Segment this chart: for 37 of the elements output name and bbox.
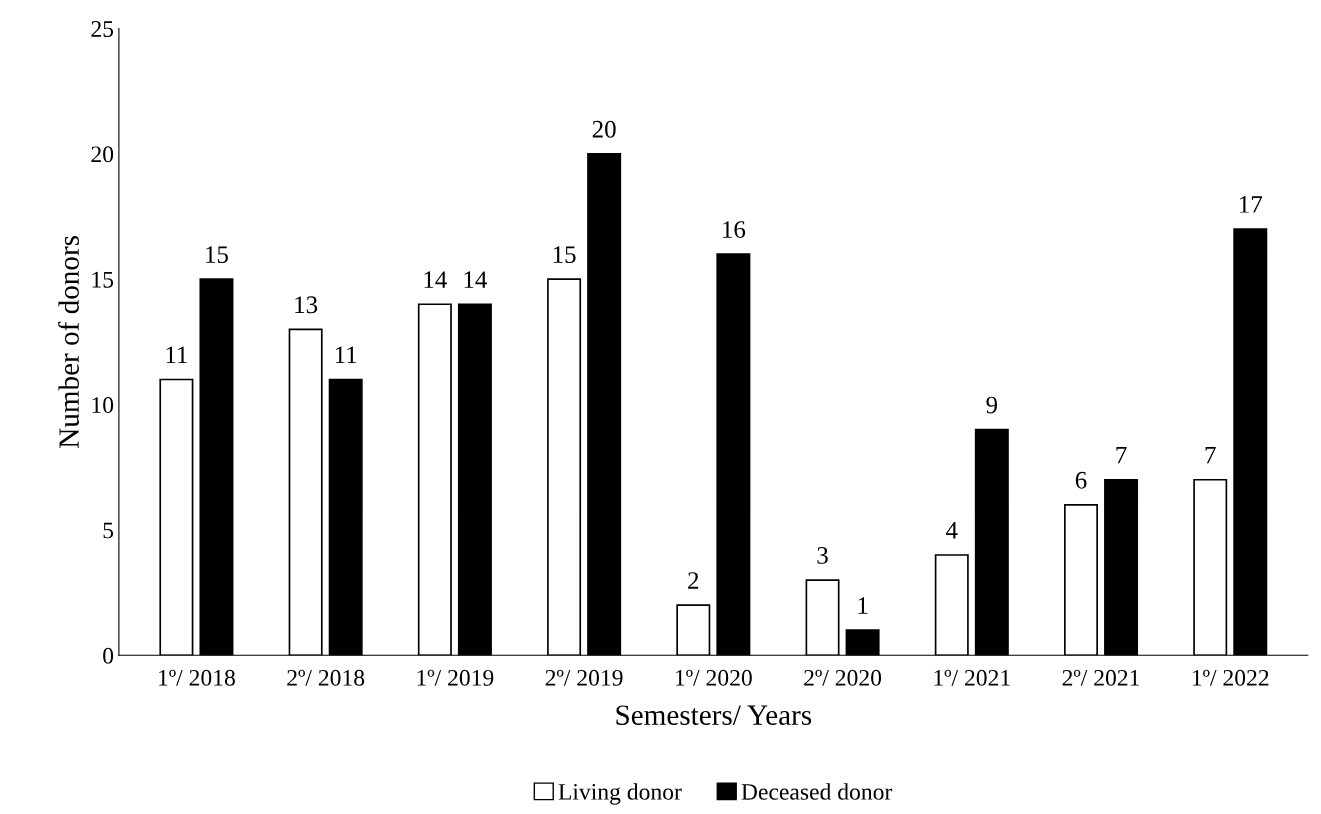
data-label: 7 [1205, 446, 1216, 464]
data-label: 15 [206, 246, 228, 264]
data-label: 20 [592, 120, 616, 138]
y-tick-label: 10 [92, 397, 114, 413]
data-label: 6 [1075, 471, 1087, 489]
y-tick-label: 20 [91, 146, 114, 163]
x-tick-label: 2º/ 2020 [804, 669, 882, 686]
x-tick-label: 1º/ 2019 [417, 669, 494, 686]
data-label: 13 [295, 296, 318, 314]
x-axis-title: Semesters/ Years [616, 705, 812, 725]
legend-label: Deceased donor [741, 783, 893, 800]
x-tick-label: 2º/ 2019 [545, 669, 623, 686]
data-label: 15 [553, 246, 576, 264]
data-label: 2 [688, 572, 699, 589]
x-tick-label: 1º/ 2018 [159, 669, 235, 686]
x-tick-label: 1º/ 2020 [676, 669, 752, 686]
data-label: 14 [424, 271, 447, 288]
legend-label: Living donor [558, 783, 682, 805]
y-tick-label: 5 [103, 522, 114, 539]
data-label: 9 [986, 396, 998, 414]
data-label: 16 [723, 221, 746, 238]
x-tick-label: 2º/ 2021 [1062, 669, 1140, 686]
data-label: 3 [817, 547, 828, 564]
data-label: 11 [335, 346, 357, 364]
data-label: 7 [1116, 446, 1127, 464]
y-tick-label: 25 [91, 21, 114, 37]
x-tick-label: 1º/ 2022 [1192, 669, 1269, 686]
y-tick-label: 15 [92, 271, 114, 288]
data-label: 1 [858, 597, 868, 614]
y-tick-label: 0 [103, 647, 114, 664]
data-label: 17 [1239, 196, 1263, 213]
data-label: 11 [166, 346, 187, 364]
data-label: 14 [464, 271, 488, 288]
x-tick-label: 1º/ 2021 [934, 669, 1010, 686]
x-tick-label: 2º/ 2018 [287, 669, 365, 686]
data-label: 4 [946, 522, 958, 539]
y-axis-title: Number of donors [58, 236, 79, 448]
